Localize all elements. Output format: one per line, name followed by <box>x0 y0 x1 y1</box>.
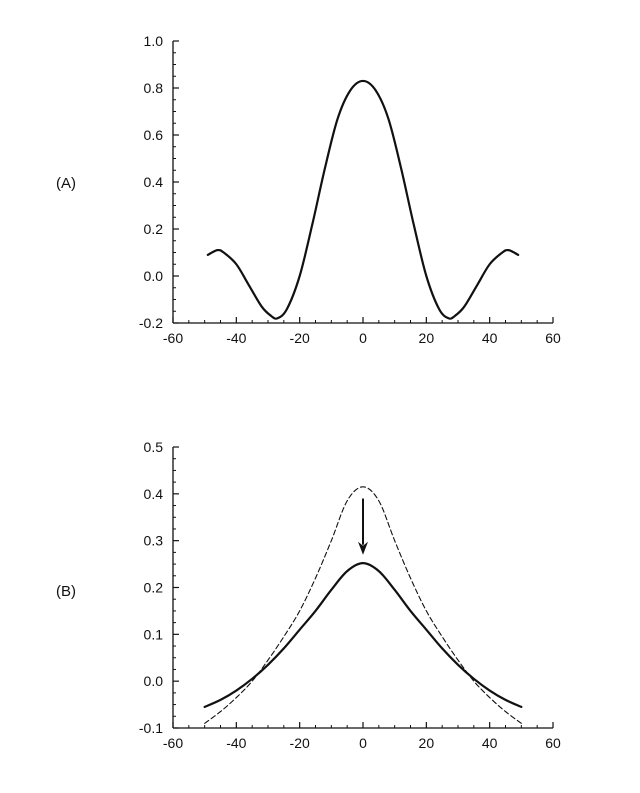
panel-b-y-tick-label: 0.1 <box>144 626 164 642</box>
panel-b-x-tick-label: 40 <box>482 735 498 751</box>
panel-a: (A) -60 -40 -20 0 20 40 60 -0.2 0.0 0.2 0.4 0.6 0.8 1… <box>56 33 561 346</box>
panel-a-y-tick-label: 0.4 <box>144 174 164 190</box>
panel-a-label: (A) <box>56 175 76 192</box>
panel-b-y-tick-label: 0.3 <box>144 533 164 549</box>
panel-b-dashed-curve <box>204 486 522 724</box>
panel-b-x-tick-label: -20 <box>290 735 310 751</box>
panel-b-x-tick-label: 60 <box>545 735 561 751</box>
panel-b-x-tick-label: -60 <box>163 735 183 751</box>
panel-a-x-tick-label: 0 <box>359 330 367 346</box>
panel-b-y-tick-label: -0.1 <box>139 720 163 736</box>
panel-a-x-tick-label: 20 <box>419 330 435 346</box>
panel-a-y-tick-label: -0.2 <box>139 315 163 331</box>
panel-b-x-tick-label: 20 <box>419 735 435 751</box>
panel-b-arrow-head <box>358 541 368 555</box>
panel-b-label: (B) <box>56 583 76 600</box>
panel-a-x-tick-label: -20 <box>290 330 310 346</box>
panel-b-y-tick-label: 0.0 <box>144 673 164 689</box>
panel-a-y-tick-label: 0.6 <box>144 127 164 143</box>
panel-b-y-tick-label: 0.5 <box>144 439 164 455</box>
panel-b-x-tick-label: -40 <box>226 735 246 751</box>
panel-b: (B) -60 -40 -20 0 20 40 60 -0.1 0.0 0.1 0.2 0.3 0.4 0… <box>56 439 561 751</box>
panel-b-y-tick-label: 0.4 <box>144 486 164 502</box>
panel-a-x-tick-label: 60 <box>545 330 561 346</box>
panel-a-y-tick-label: 0.2 <box>144 221 164 237</box>
panel-b-y-tick-label: 0.2 <box>144 580 164 596</box>
panel-a-x-tick-label: 40 <box>482 330 498 346</box>
panel-a-x-tick-label: -40 <box>226 330 246 346</box>
panel-a-y-tick-label: 0.0 <box>144 268 164 284</box>
panel-a-solid-curve <box>206 79 520 320</box>
panel-a-x-tick-label: -60 <box>163 330 183 346</box>
panel-a-y-tick-label: 0.8 <box>144 80 164 96</box>
panel-b-x-tick-label: 0 <box>359 735 367 751</box>
panel-a-y-tick-label: 1.0 <box>144 33 164 49</box>
panel-b-solid-curve <box>203 562 523 709</box>
